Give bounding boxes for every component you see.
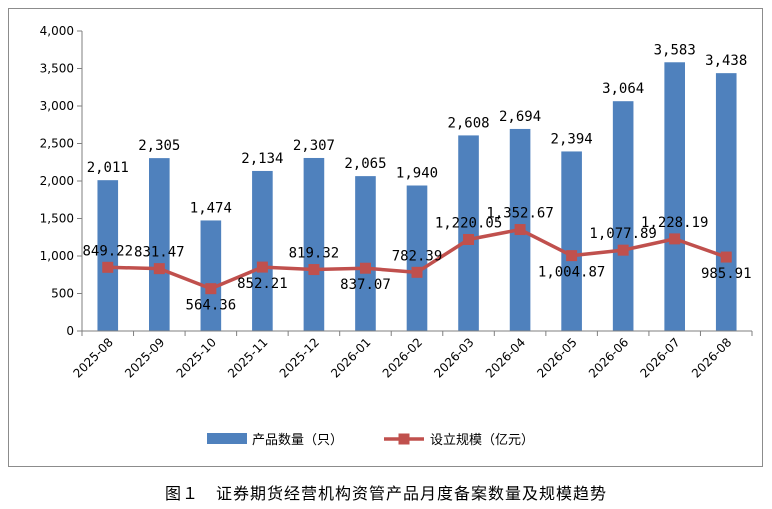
bar [303,157,325,331]
line-marker [411,266,423,278]
line-data-label: 985.91 [701,266,752,282]
bar [561,151,582,331]
bar-data-label: 2,694 [499,109,541,125]
line-marker [359,262,371,274]
line-data-label: 564.36 [186,298,237,314]
legend-swatch-marker [398,433,410,445]
x-tick-label: 2026-02 [380,335,425,380]
bar-data-label: 2,134 [241,151,283,167]
bar-data-label: 3,438 [705,53,747,69]
bar [406,185,428,331]
line-marker [720,251,732,263]
line-marker [463,233,475,245]
bar-data-label: 2,305 [138,138,180,154]
line-marker [308,264,320,276]
line-data-label: 782.39 [392,248,443,264]
x-tick-label: 2025-12 [277,335,322,380]
line-data-label: 849.22 [82,243,133,259]
y-tick-label: 1,000 [40,249,74,263]
chart-frame: 0 500 1,000 1,500 2,000 2,500 3,000 3,500 4,000 2… [8,8,763,467]
bar [664,62,685,332]
line-data-label: 1,352.67 [486,206,553,222]
y-tick-label: 2,000 [40,174,74,188]
bar [97,180,119,331]
bar-data-label: 2,608 [447,115,489,131]
line-data-label: 837.07 [340,277,391,293]
y-tick-label: 2,500 [40,137,74,151]
bar-data-label: 2,011 [87,160,129,176]
line-data-label: 819.32 [289,246,340,262]
bar [715,73,737,332]
line-marker [669,233,681,245]
line-data-label: 1,220.05 [435,215,502,231]
line-marker [566,250,578,262]
line-data-label: 1,077.89 [589,226,656,242]
y-tick-label: 1,500 [40,212,74,226]
figure-caption: 图１ 证券期货经营机构资管产品月度备案数量及规模趋势 [164,484,607,503]
x-tick-label: 2025-08 [71,335,116,380]
bar [252,170,273,331]
line-data-label: 852.21 [237,276,288,292]
y-tick-label: 3,500 [40,62,74,76]
line-data-label: 1,228.19 [641,215,708,231]
x-tick-label: 2026-01 [328,335,373,380]
chart-plot: 0 500 1,000 1,500 2,000 2,500 3,000 3,500 4,000 2… [40,24,753,448]
line-marker [617,244,629,256]
bar [612,101,634,331]
x-tick-label: 2026-07 [637,335,682,380]
x-tick-label: 2025-10 [174,335,219,380]
bar-data-label: 2,065 [344,156,386,172]
x-tick-label: 2026-08 [689,335,734,380]
legend-label-line: 设立规模（亿元） [430,433,534,448]
x-tick-label: 2026-06 [586,335,631,380]
x-tick-label: 2026-04 [483,335,528,380]
y-tick-label: 3,000 [40,99,74,113]
bar [458,135,479,331]
x-tick-label: 2026-05 [534,335,579,380]
x-tick-label: 2025-11 [225,335,270,380]
line-marker [514,224,526,236]
line-marker [153,263,165,275]
line-marker [256,261,268,273]
line-data-label: 1,004.87 [538,265,605,281]
line-data-label: 831.47 [134,245,185,261]
line-marker [102,261,114,273]
y-tick-label: 0 [66,324,74,338]
bar-data-label: 3,064 [602,81,644,97]
x-tick-label: 2025-09 [122,335,167,380]
bar-data-label: 1,940 [396,166,438,182]
legend-label-bar: 产品数量（只） [252,433,343,448]
legend-swatch-bar [207,433,247,444]
bar-data-label: 2,394 [551,131,593,147]
y-tick-label: 4,000 [40,24,74,38]
bar [149,158,170,331]
bar [355,176,376,331]
line-marker [205,283,217,295]
bar-data-label: 3,583 [654,42,696,58]
bar [200,220,222,331]
bar-data-label: 1,474 [190,200,232,216]
bar-data-label: 2,307 [293,138,335,154]
x-tick-label: 2026-03 [431,335,476,380]
y-tick-label: 500 [51,287,74,301]
